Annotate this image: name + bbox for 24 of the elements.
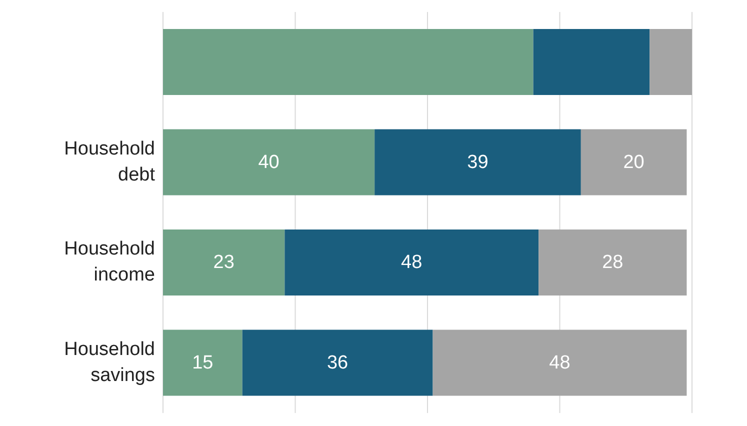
bar (242, 330, 433, 396)
bar (163, 230, 285, 296)
y-tick-label: Household income (64, 238, 155, 286)
data-label: 39 (467, 152, 488, 173)
y-tick-label: Household savings (64, 338, 155, 386)
data-label: 48 (401, 252, 422, 274)
data-label: 28 (602, 252, 624, 274)
bar (533, 29, 650, 96)
data-label: 23 (213, 252, 234, 274)
bar (650, 29, 692, 96)
bar (432, 330, 687, 396)
bar (538, 230, 687, 296)
bar (580, 129, 687, 196)
bar (163, 129, 375, 196)
y-tick-label: Household debt (64, 138, 156, 186)
data-label: 36 (327, 352, 348, 374)
data-label: 40 (258, 152, 280, 173)
data-label: 48 (549, 352, 570, 374)
data-label: 15 (192, 352, 214, 374)
data-label: 20 (623, 152, 644, 173)
bar (284, 230, 539, 296)
bar (374, 129, 581, 196)
bar (163, 29, 534, 96)
bar (163, 330, 242, 396)
